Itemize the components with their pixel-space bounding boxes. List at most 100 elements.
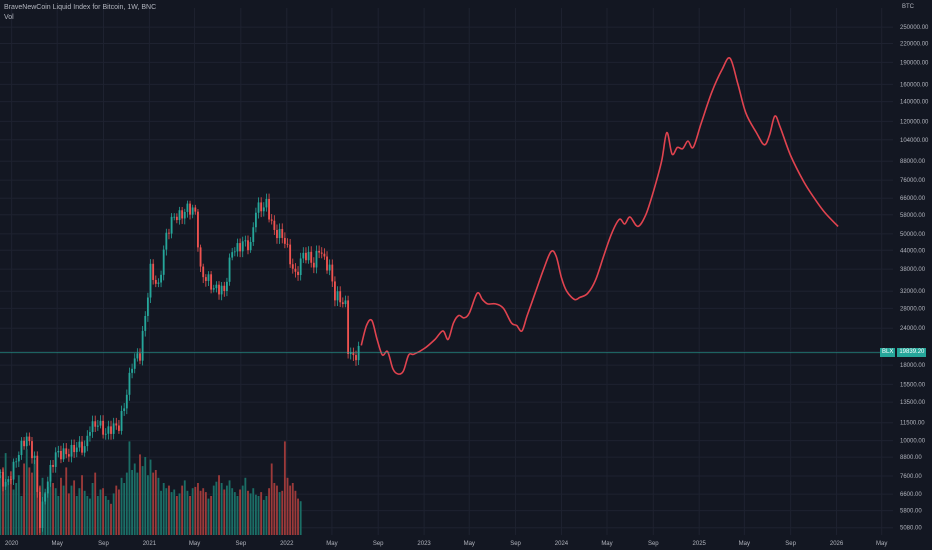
volume-bar: [165, 488, 168, 535]
price-axis-label: 5080.00: [900, 526, 922, 532]
candle-body: [17, 455, 20, 462]
candle-body: [302, 252, 305, 259]
volume-bar: [210, 496, 213, 535]
volume-bar: [254, 494, 257, 535]
volume-bar: [281, 490, 284, 535]
candle-body: [212, 288, 215, 290]
candle-body: [204, 277, 207, 281]
candle-body: [286, 243, 289, 245]
volume-bar: [115, 485, 118, 535]
volume-bar: [57, 496, 60, 535]
candle-body: [28, 436, 31, 442]
time-axis-label: May: [326, 541, 337, 547]
candle-body: [254, 212, 257, 228]
volume-bar: [249, 493, 252, 535]
price-axis-label: 250000.00: [900, 25, 929, 31]
volume-bar: [117, 489, 120, 535]
candle-body: [344, 300, 347, 305]
candle-body: [20, 440, 23, 456]
volume-bar: [62, 485, 65, 535]
candle-body: [273, 220, 276, 230]
time-axis-label: May: [52, 541, 63, 547]
price-tag-value: 19839.20: [897, 348, 927, 358]
price-axis-label: 44000.00: [900, 248, 926, 254]
volume-bar: [49, 473, 52, 535]
candle-body: [241, 241, 244, 252]
candle-body: [125, 394, 128, 409]
volume-bar: [297, 498, 299, 535]
price-axis-label: 10000.00: [900, 439, 926, 445]
candle-body: [141, 330, 144, 361]
candle-body: [136, 353, 139, 359]
price-axis-label: 104000.00: [900, 138, 929, 144]
volume-bar: [25, 449, 28, 535]
candle-body: [312, 262, 315, 268]
time-axis-label: May: [739, 541, 750, 547]
candle-body: [341, 302, 344, 305]
candle-body: [307, 251, 310, 261]
volume-bar: [60, 477, 62, 535]
volume-bar: [146, 475, 149, 535]
candle-body: [281, 228, 284, 238]
volume-bar: [65, 467, 68, 535]
candle-body: [96, 425, 99, 427]
volume-bar: [276, 485, 278, 535]
volume-bar: [207, 498, 210, 535]
candle-body: [144, 315, 147, 331]
candle-body: [244, 240, 247, 242]
volume-bar: [136, 472, 139, 535]
price-axis-label: 15500.00: [900, 382, 926, 388]
candle-body: [318, 250, 321, 253]
candle-body: [215, 284, 218, 289]
volume-bar: [91, 483, 94, 535]
chart-grid: [0, 8, 893, 535]
candle-body: [152, 263, 155, 280]
volume-bar: [99, 489, 102, 535]
volume-bar: [154, 470, 157, 535]
candle-body: [120, 410, 123, 431]
volume-bar: [228, 480, 231, 535]
candle-body: [117, 425, 120, 431]
candle-body: [278, 228, 281, 239]
price-axis-label: 18000.00: [900, 363, 926, 369]
candle-body: [4, 481, 7, 487]
volume-bar: [231, 488, 234, 535]
candle-body: [133, 358, 136, 369]
candle-body: [178, 210, 181, 221]
price-axis-label: 32000.00: [900, 289, 926, 295]
volume-bar: [73, 480, 76, 535]
volume-label: Vol: [4, 14, 14, 21]
volume-bar: [168, 485, 170, 535]
time-axis-label: May: [464, 541, 475, 547]
price-axis-label: 11500.00: [900, 421, 925, 427]
volume-bar: [173, 489, 176, 535]
candle-body: [315, 250, 318, 268]
time-axis-label: Sep: [373, 541, 384, 547]
candle-body: [131, 368, 134, 373]
candle-body: [323, 253, 326, 257]
candle-body: [41, 501, 44, 528]
candle-body: [2, 472, 4, 487]
volume-bar: [110, 503, 112, 535]
candle-body: [162, 249, 165, 275]
candle-body: [7, 479, 10, 482]
time-axis: 2020 May Sep 2021 May Sep 2022 May Sep 2023 May Sep…: [5, 541, 887, 547]
candle-body: [173, 216, 176, 218]
time-axis-label: Sep: [98, 541, 109, 547]
price-axis-label: 28000.00: [900, 306, 926, 312]
volume-bar: [194, 486, 197, 535]
volume-bar: [204, 492, 207, 535]
time-axis-label: 2020: [5, 541, 19, 547]
volume-bar: [46, 486, 49, 535]
candle-body: [57, 450, 60, 453]
candle-body: [62, 448, 65, 460]
candle-body: [183, 211, 186, 219]
volume-bar: [89, 498, 91, 535]
candle-body: [197, 211, 199, 248]
candle-body: [252, 227, 255, 242]
volume-bar: [102, 488, 105, 535]
candle-body: [128, 372, 131, 395]
price-axis-label: 190000.00: [900, 60, 929, 66]
volume-bar: [54, 488, 57, 535]
